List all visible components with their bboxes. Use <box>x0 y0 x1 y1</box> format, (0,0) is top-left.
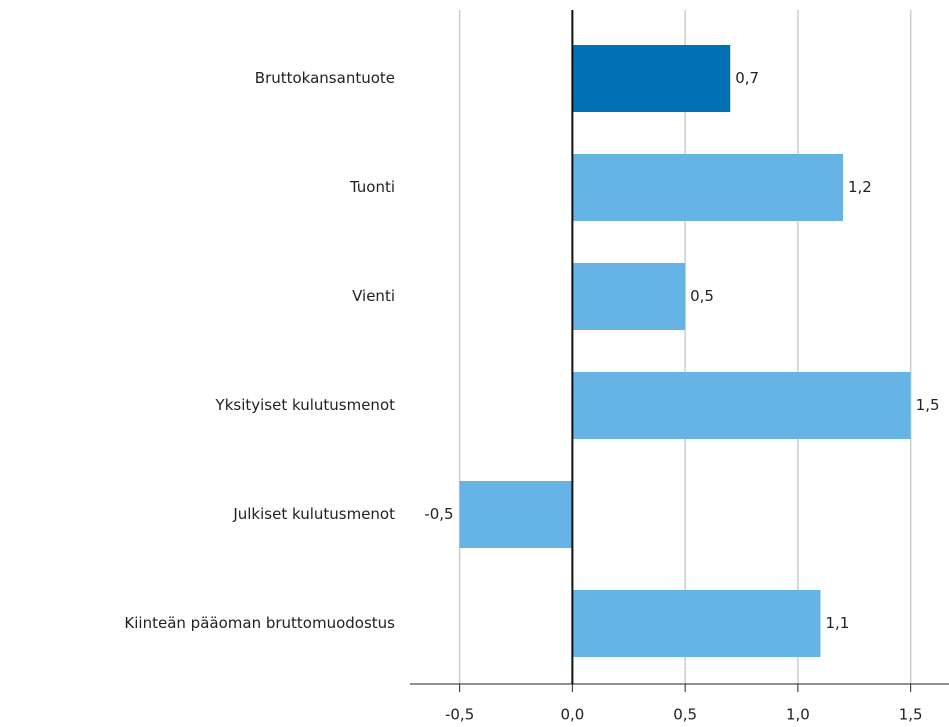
value-label: 0,5 <box>690 287 714 305</box>
category-label: Yksityiset kulutusmenot <box>215 396 396 414</box>
x-tick-label: 1,5 <box>899 706 923 724</box>
value-label: 0,7 <box>735 69 759 87</box>
category-label: Vienti <box>352 287 395 305</box>
bar <box>572 263 686 330</box>
bar <box>572 45 731 112</box>
value-label: -0,5 <box>424 505 453 523</box>
bar <box>572 372 911 439</box>
category-label: Tuonti <box>349 178 395 196</box>
value-label: 1,2 <box>848 178 872 196</box>
x-tick-label: 0,0 <box>560 706 584 724</box>
category-label: Kiinteän pääoman bruttomuodostus <box>124 614 395 632</box>
bar <box>572 154 844 221</box>
bar <box>572 590 821 657</box>
x-tick-label: 0,5 <box>673 706 697 724</box>
value-label: 1,5 <box>916 396 940 414</box>
category-label: Julkiset kulutusmenot <box>232 505 395 523</box>
x-tick-label: 1,0 <box>786 706 810 724</box>
x-tick-label: -0,5 <box>445 706 474 724</box>
bar <box>459 481 573 548</box>
category-label: Bruttokansantuote <box>255 69 395 87</box>
value-label: 1,1 <box>825 614 849 632</box>
